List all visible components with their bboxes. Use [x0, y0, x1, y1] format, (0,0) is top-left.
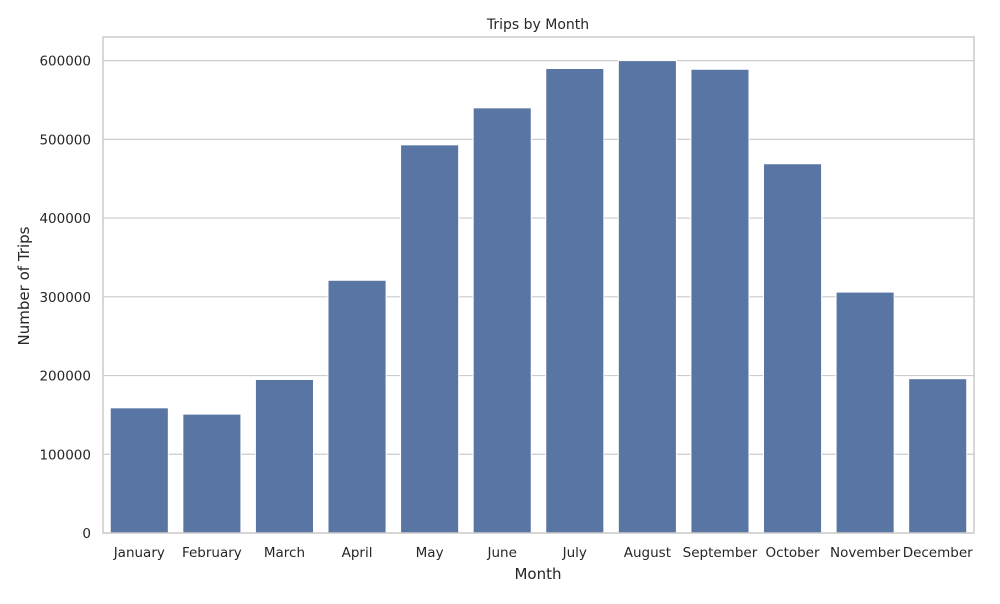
x-axis-label: Month [514, 565, 561, 583]
x-tick-label: May [416, 545, 444, 561]
x-tick-label: April [342, 545, 373, 561]
y-tick-label: 300000 [39, 290, 91, 306]
x-tick-label: December [903, 545, 973, 561]
x-tick-label: January [113, 545, 165, 561]
bar-may [400, 144, 460, 534]
bar-october [763, 163, 823, 534]
bar-january [109, 407, 169, 534]
bar-july [545, 67, 605, 534]
gridlines [103, 60, 974, 534]
bar-april [327, 279, 387, 534]
x-axis-ticks: January February March April May June July Augu… [113, 545, 973, 561]
y-tick-label: 500000 [39, 132, 91, 148]
x-tick-label: August [624, 545, 671, 561]
bar-june [472, 107, 532, 534]
bar-august [617, 60, 677, 534]
chart-title: Trips by Month [486, 17, 589, 33]
x-tick-label: November [830, 545, 901, 561]
x-tick-label: September [683, 545, 758, 561]
y-tick-label: 100000 [39, 447, 91, 463]
x-tick-label: June [487, 545, 517, 561]
bar-december [908, 378, 968, 534]
y-axis-label: Number of Trips [15, 226, 33, 345]
bars [109, 60, 968, 534]
x-tick-label: July [562, 545, 587, 561]
y-tick-label: 200000 [39, 369, 91, 385]
x-tick-label: March [264, 545, 305, 561]
y-axis-ticks: 0 100000 200000 300000 400000 500000 600000 [39, 54, 91, 542]
plot-frame [102, 36, 975, 534]
x-tick-label: October [766, 545, 820, 561]
y-tick-label: 600000 [39, 54, 91, 70]
bar-february [182, 413, 242, 534]
x-tick-label: February [182, 545, 242, 561]
y-tick-label: 0 [82, 526, 91, 542]
bar-november [835, 291, 895, 534]
bar-march [254, 378, 314, 534]
y-tick-label: 400000 [39, 211, 91, 227]
bar-september [690, 68, 750, 534]
